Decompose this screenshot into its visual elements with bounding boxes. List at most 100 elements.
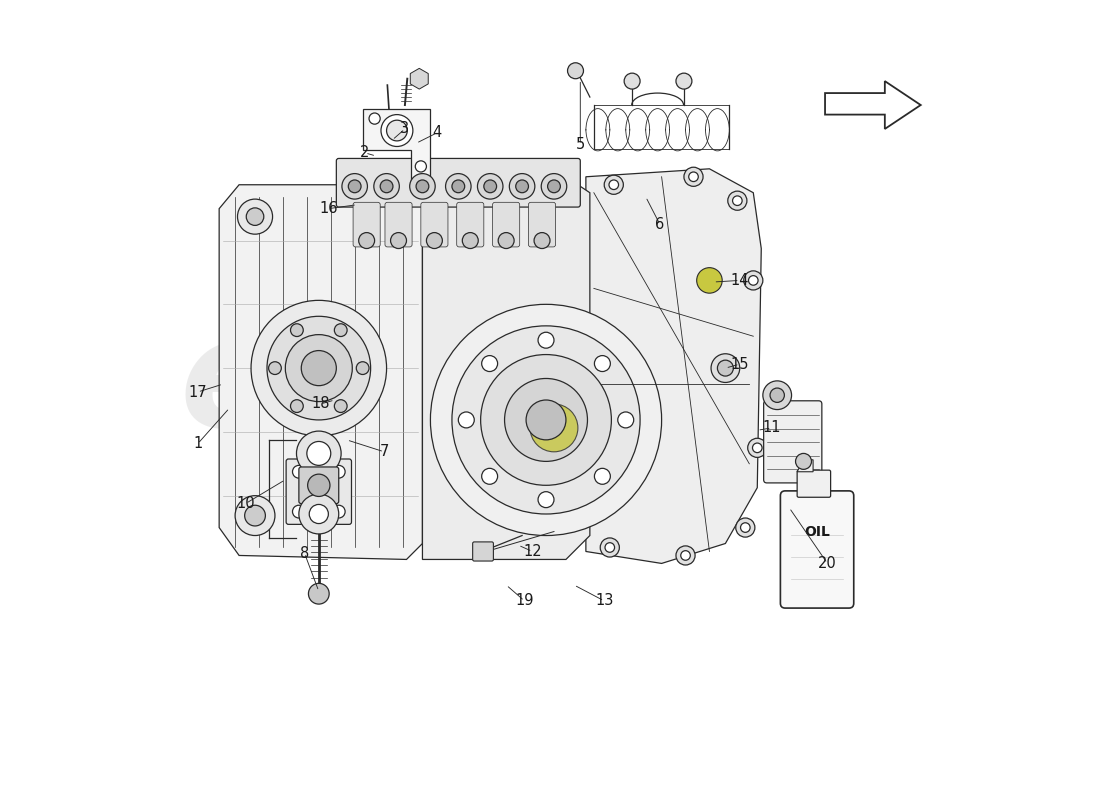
- Text: 15: 15: [730, 357, 749, 372]
- Circle shape: [332, 466, 345, 478]
- Circle shape: [482, 355, 497, 371]
- Circle shape: [601, 538, 619, 557]
- Circle shape: [342, 174, 367, 199]
- Text: 13: 13: [595, 594, 614, 608]
- Circle shape: [416, 161, 427, 172]
- Text: 10: 10: [236, 496, 255, 511]
- Circle shape: [293, 466, 306, 478]
- Text: 5: 5: [575, 138, 585, 152]
- Circle shape: [334, 324, 348, 337]
- Circle shape: [356, 362, 369, 374]
- Polygon shape: [825, 81, 921, 129]
- Circle shape: [235, 496, 275, 535]
- Circle shape: [409, 174, 436, 199]
- Circle shape: [744, 271, 763, 290]
- Polygon shape: [798, 460, 813, 472]
- Text: 12: 12: [524, 544, 542, 559]
- Circle shape: [538, 332, 554, 348]
- Circle shape: [293, 506, 306, 518]
- Circle shape: [681, 550, 691, 560]
- Text: europ: europ: [179, 310, 682, 458]
- Circle shape: [748, 438, 767, 458]
- Circle shape: [624, 73, 640, 89]
- FancyBboxPatch shape: [421, 202, 448, 247]
- Circle shape: [526, 400, 565, 440]
- Text: a passion for cars
since 1985: a passion for cars since 1985: [341, 447, 569, 544]
- Circle shape: [594, 355, 610, 371]
- Circle shape: [763, 381, 792, 410]
- Circle shape: [268, 362, 282, 374]
- Circle shape: [594, 468, 610, 484]
- FancyBboxPatch shape: [337, 158, 581, 207]
- Circle shape: [770, 388, 784, 402]
- Circle shape: [604, 175, 624, 194]
- Circle shape: [711, 354, 739, 382]
- Circle shape: [374, 174, 399, 199]
- Circle shape: [309, 505, 329, 523]
- Circle shape: [308, 583, 329, 604]
- Polygon shape: [219, 185, 422, 559]
- FancyBboxPatch shape: [286, 459, 352, 524]
- Polygon shape: [363, 109, 430, 181]
- Circle shape: [684, 167, 703, 186]
- Circle shape: [416, 180, 429, 193]
- Circle shape: [308, 474, 330, 497]
- Circle shape: [509, 174, 535, 199]
- Circle shape: [548, 180, 560, 193]
- FancyBboxPatch shape: [763, 401, 822, 483]
- Circle shape: [386, 120, 407, 141]
- Text: 20: 20: [818, 556, 837, 571]
- Circle shape: [736, 518, 755, 537]
- Circle shape: [390, 233, 407, 249]
- Circle shape: [752, 443, 762, 453]
- Circle shape: [238, 199, 273, 234]
- FancyBboxPatch shape: [456, 202, 484, 247]
- Circle shape: [332, 506, 345, 518]
- Circle shape: [359, 233, 375, 249]
- Circle shape: [516, 180, 528, 193]
- FancyBboxPatch shape: [493, 202, 519, 247]
- Circle shape: [452, 180, 464, 193]
- Polygon shape: [586, 169, 761, 563]
- Circle shape: [505, 378, 587, 462]
- Text: 14: 14: [730, 273, 749, 288]
- Circle shape: [689, 172, 698, 182]
- Circle shape: [482, 468, 497, 484]
- FancyBboxPatch shape: [798, 470, 830, 498]
- Circle shape: [795, 454, 812, 470]
- Circle shape: [285, 334, 352, 402]
- FancyBboxPatch shape: [528, 202, 556, 247]
- Circle shape: [368, 113, 381, 124]
- Circle shape: [381, 114, 412, 146]
- Circle shape: [301, 350, 337, 386]
- Text: 11: 11: [762, 421, 781, 435]
- Circle shape: [748, 276, 758, 285]
- Circle shape: [307, 442, 331, 466]
- Circle shape: [462, 233, 478, 249]
- Circle shape: [538, 492, 554, 508]
- Circle shape: [446, 174, 471, 199]
- Text: 8: 8: [300, 546, 309, 561]
- Text: 2: 2: [361, 146, 370, 160]
- Circle shape: [618, 412, 634, 428]
- Circle shape: [728, 191, 747, 210]
- Circle shape: [541, 174, 567, 199]
- Circle shape: [430, 304, 661, 535]
- FancyBboxPatch shape: [385, 202, 412, 247]
- Circle shape: [740, 522, 750, 532]
- Circle shape: [299, 494, 339, 534]
- Circle shape: [535, 233, 550, 249]
- Circle shape: [427, 233, 442, 249]
- Circle shape: [498, 233, 514, 249]
- Circle shape: [290, 324, 304, 337]
- Text: 4: 4: [432, 126, 441, 141]
- Circle shape: [459, 412, 474, 428]
- FancyBboxPatch shape: [473, 542, 494, 561]
- Text: 7: 7: [379, 444, 389, 459]
- Circle shape: [481, 354, 612, 486]
- Text: OIL: OIL: [804, 525, 830, 538]
- Circle shape: [297, 431, 341, 476]
- Circle shape: [676, 73, 692, 89]
- Circle shape: [530, 404, 578, 452]
- Circle shape: [477, 174, 503, 199]
